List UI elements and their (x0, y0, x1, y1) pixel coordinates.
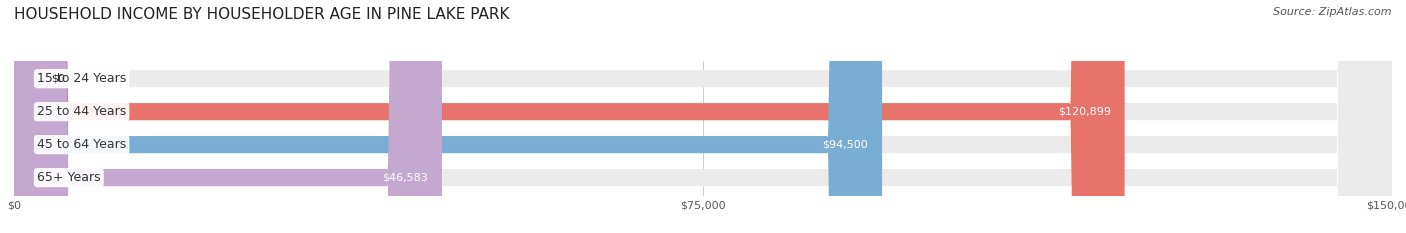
Text: $0: $0 (51, 74, 65, 84)
Text: Source: ZipAtlas.com: Source: ZipAtlas.com (1274, 7, 1392, 17)
Text: $120,899: $120,899 (1057, 107, 1111, 117)
Text: 25 to 44 Years: 25 to 44 Years (37, 105, 127, 118)
FancyBboxPatch shape (14, 0, 441, 233)
Text: 45 to 64 Years: 45 to 64 Years (37, 138, 127, 151)
Text: $46,583: $46,583 (382, 173, 429, 183)
Text: HOUSEHOLD INCOME BY HOUSEHOLDER AGE IN PINE LAKE PARK: HOUSEHOLD INCOME BY HOUSEHOLDER AGE IN P… (14, 7, 509, 22)
FancyBboxPatch shape (14, 0, 1392, 233)
Text: 15 to 24 Years: 15 to 24 Years (37, 72, 127, 85)
FancyBboxPatch shape (14, 0, 1392, 233)
Text: 65+ Years: 65+ Years (37, 171, 101, 184)
FancyBboxPatch shape (14, 0, 1125, 233)
FancyBboxPatch shape (14, 0, 1392, 233)
Text: $94,500: $94,500 (823, 140, 869, 150)
FancyBboxPatch shape (14, 0, 1392, 233)
FancyBboxPatch shape (14, 0, 882, 233)
